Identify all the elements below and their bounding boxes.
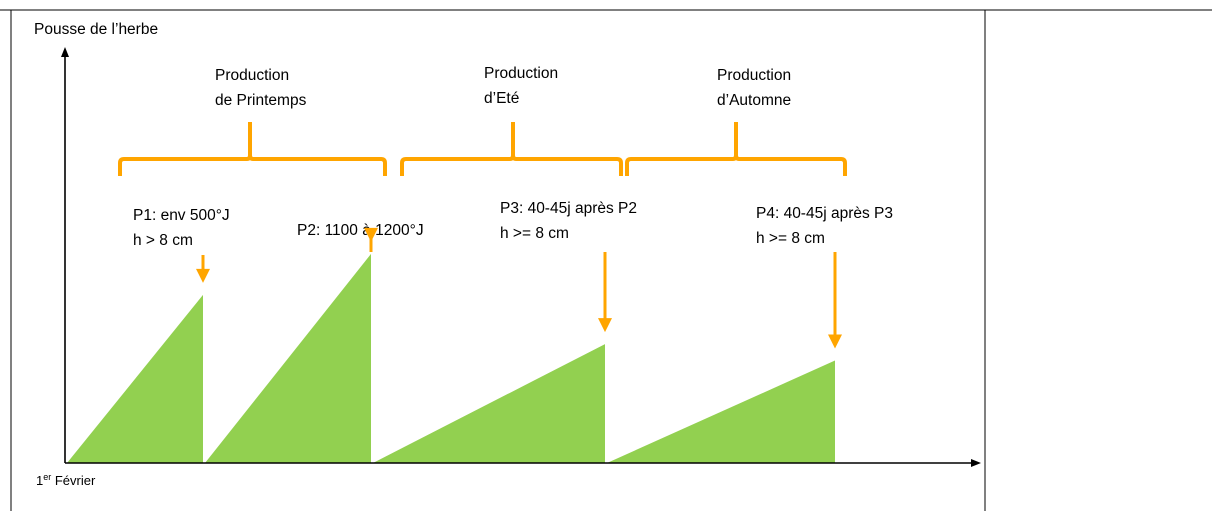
growth-triangle-p3: [373, 344, 605, 463]
cut-label-p4-line2: h >= 8 cm: [756, 230, 825, 247]
period-brace-summer: [400, 122, 623, 176]
cut-label-p4-line1: P4: 40-45j après P3: [756, 205, 893, 222]
cut-arrow-p3: [598, 252, 612, 333]
cut-arrows: [196, 227, 842, 349]
cut-label-p3-line1: P3: 40-45j après P2: [500, 200, 637, 217]
cut-arrow-p4: [828, 252, 842, 349]
growth-triangle-p2: [205, 253, 371, 463]
cut-arrow-p1: [196, 255, 210, 283]
period-label-summer-line1: Production: [484, 65, 558, 82]
y-axis-label: Pousse de l’herbe: [34, 21, 158, 38]
period-brace-autumn: [625, 122, 847, 176]
growth-triangle-p1: [67, 294, 203, 463]
period-label-spring-line2: de Printemps: [215, 92, 307, 109]
growth-series: [67, 253, 835, 463]
cut-arrow-p2: [364, 227, 378, 252]
period-label-autumn-line1: Production: [717, 67, 791, 84]
cut-label-p2-line1: P2: 1100 à 1200°J: [297, 222, 424, 239]
x-origin-label: 1er Février: [36, 472, 96, 488]
period-label-summer-line2: d’Eté: [484, 90, 519, 107]
growth-triangle-p4: [607, 360, 835, 463]
period-brace-spring: [118, 122, 387, 176]
cut-label-p3-line2: h >= 8 cm: [500, 225, 569, 242]
cut-label-p1-line2: h > 8 cm: [133, 232, 193, 249]
period-label-spring-line1: Production: [215, 67, 289, 84]
period-label-autumn-line2: d’Automne: [717, 92, 791, 109]
cut-label-p1-line1: P1: env 500°J: [133, 207, 230, 224]
